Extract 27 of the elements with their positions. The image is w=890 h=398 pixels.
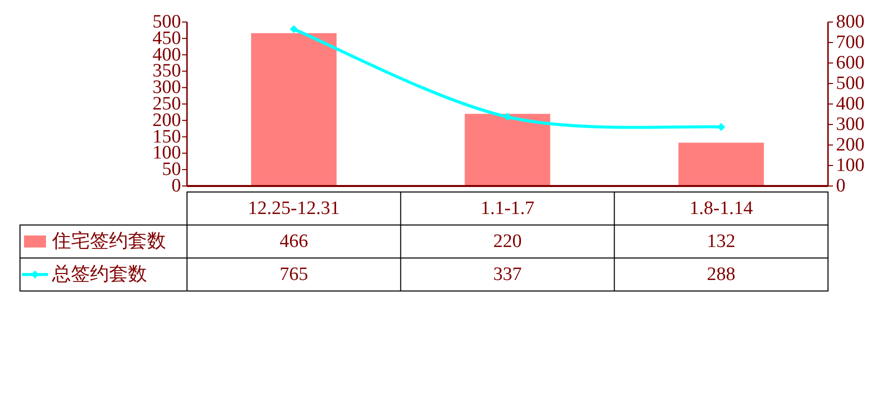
- bar: [251, 33, 337, 186]
- data-label: 220: [493, 231, 522, 252]
- point: [504, 112, 512, 121]
- y2-tick-label: 400: [836, 94, 864, 114]
- data-label: 466: [280, 231, 308, 252]
- legend-label: 住宅签约套数: [51, 230, 166, 252]
- y2-tick-label: 600: [836, 52, 864, 74]
- bar: [678, 142, 764, 186]
- y2-tick-label: 800: [836, 12, 864, 32]
- data-label: 765: [280, 264, 308, 285]
- data-label: 132: [706, 231, 736, 252]
- point: [717, 122, 726, 131]
- y2-tick-label: 500: [836, 73, 864, 94]
- y2-tick-label: 300: [836, 114, 864, 135]
- y2-tick-label: 100: [836, 155, 864, 176]
- bar: [464, 114, 550, 186]
- y-tick-label: 0: [172, 176, 181, 196]
- x-tick-label: 1.1-1.7: [480, 198, 534, 219]
- x-tick-label: 12.25-12.31: [248, 198, 340, 219]
- point: [290, 25, 298, 34]
- y2-tick-label: 700: [836, 32, 864, 53]
- data-label: 288: [706, 264, 736, 285]
- y2-tick-label: 0: [836, 176, 846, 196]
- legend-label: 总签约套数: [51, 264, 147, 285]
- x-tick-label: 1.8-1.14: [690, 198, 754, 219]
- y2-tick-label: 200: [836, 134, 864, 156]
- data-label: 337: [493, 264, 522, 285]
